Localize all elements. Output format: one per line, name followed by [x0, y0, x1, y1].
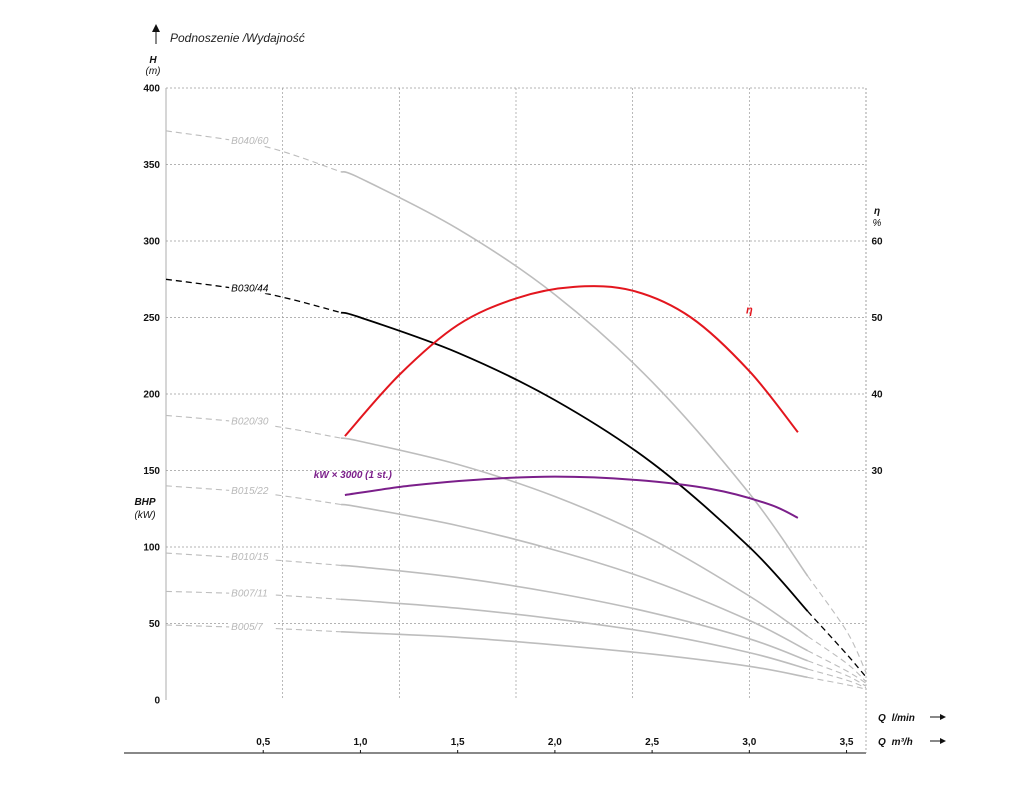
curve-b040-60-dashed-left — [165, 130, 342, 173]
curve-b015-22-dashed-left — [165, 485, 342, 506]
y-left-secondary-label: BHP — [134, 497, 155, 508]
x-bottom-tick-label: 1,5 — [451, 737, 465, 748]
curve-b005-7-dashed-left — [165, 624, 342, 633]
curve-b005-7-dashed-right — [807, 676, 867, 690]
axis-labels: Podnoszenie /Wydajność H (m) BHP (kW) η … — [134, 31, 914, 748]
power-label: kW × 3000 (1 st.) — [314, 470, 393, 481]
x-bottom-tick-label: 2,0 — [548, 737, 562, 748]
curve-label-bg — [229, 586, 274, 599]
curve-b007-11 — [340, 598, 808, 670]
curve-b015-22-dashed-right — [807, 650, 867, 684]
curve-label-bg — [229, 620, 274, 633]
efficiency-curve — [344, 285, 799, 437]
x-bottom-tick-label: 3,5 — [840, 737, 854, 748]
y-right-tick-label: 40 — [871, 390, 883, 401]
y-left-unit: (m) — [146, 66, 161, 77]
x-bottom-tick-label: 0,5 — [256, 737, 270, 748]
efficiency-label: η — [746, 305, 753, 317]
curve-label-bg — [229, 550, 274, 563]
curve-label: B015/22 — [231, 486, 269, 497]
efficiency-power: η kW × 3000 (1 st.) — [314, 285, 799, 519]
y-right-tick-label: 30 — [871, 466, 883, 477]
power-curve — [344, 475, 799, 519]
x-bottom-tick-label: 1,0 — [353, 737, 367, 748]
x-bottom-label: Q — [878, 737, 886, 748]
y-left-tick-label: 400 — [143, 84, 160, 95]
curve-b020-30 — [340, 437, 809, 638]
q-lmin-arrowhead-icon — [940, 714, 946, 720]
curve-b007-11-dashed-right — [807, 668, 867, 689]
curve-b010-15-dashed-right — [807, 660, 867, 687]
curve-b010-15-dashed-left — [165, 552, 342, 566]
curve-b030-44 — [340, 311, 809, 612]
curve-b040-60-dashed-right — [807, 575, 867, 673]
q-m3h-arrowhead-icon — [940, 738, 946, 744]
y-left-tick-label: 200 — [143, 390, 160, 401]
curve-label-bg — [229, 133, 274, 146]
curve-b005-7 — [340, 631, 808, 679]
y-right-unit: % — [873, 218, 882, 229]
curve-b020-30-dashed-left — [165, 414, 342, 439]
y-left-label: H — [149, 55, 157, 66]
y-right-tick-label: 50 — [871, 313, 883, 324]
y-left-tick-label: 350 — [143, 160, 160, 171]
grid — [166, 87, 867, 700]
curve-label: B005/7 — [231, 622, 263, 633]
curve-b030-44-dashed-left — [165, 278, 342, 314]
axes — [124, 24, 946, 754]
y-left-tick-label: 150 — [143, 466, 160, 477]
curve-label: B040/60 — [231, 136, 269, 147]
curve-label: B030/44 — [231, 283, 269, 294]
y-left-tick-label: 100 — [143, 543, 160, 554]
top-axis-arrowhead-icon — [152, 24, 160, 32]
ticks: 0 50 100 150 200 250 300 350 400 30 40 50 60 0,5 1,0 1,… — [143, 84, 883, 753]
y-left-tick-label: 0 — [154, 696, 160, 707]
x-top-label-group: Q l/min — [878, 713, 915, 724]
curve-label: B007/11 — [231, 588, 268, 599]
x-bottom-tick-label: 2,5 — [645, 737, 659, 748]
curve-b040-60 — [340, 171, 809, 577]
x-bottom-tick-label: 3,0 — [742, 737, 756, 748]
y-left-tick-label: 300 — [143, 237, 160, 248]
y-left-tick-label: 250 — [143, 313, 160, 324]
chart-title: Podnoszenie /Wydajność — [170, 31, 305, 45]
curve-b007-11-dashed-left — [165, 590, 342, 600]
y-right-tick-label: 60 — [871, 237, 883, 248]
curve-b010-15 — [340, 564, 808, 662]
x-bottom-label-group: Q m³/h — [878, 737, 913, 748]
x-bottom-unit: m³/h — [892, 737, 913, 748]
curve-label: B010/15 — [231, 552, 269, 563]
curve-label-bg — [229, 414, 274, 427]
x-top-unit: l/min — [892, 713, 915, 724]
curve-b020-30-dashed-right — [807, 635, 867, 683]
y-left-tick-label: 50 — [149, 619, 161, 630]
curve-label-bg — [229, 483, 274, 496]
y-left-secondary-unit: (kW) — [134, 510, 155, 521]
curve-label: B020/30 — [231, 416, 269, 427]
curve-b015-22 — [340, 503, 809, 652]
x-top-label: Q — [878, 713, 886, 724]
y-right-label: η — [874, 206, 880, 217]
series: B040/60 B030/44 B020/30 B015/22 B010/15 B007/… — [165, 130, 867, 690]
curve-b030-44-dashed-right — [807, 610, 867, 678]
curve-label-bg — [229, 281, 274, 294]
